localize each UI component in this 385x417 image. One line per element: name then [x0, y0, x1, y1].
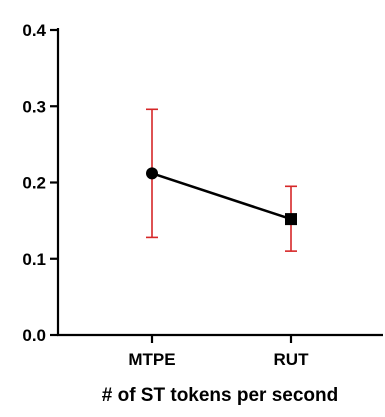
y-tick-label-0: 0.0	[22, 326, 46, 345]
x-axis-title: # of ST tokens per second	[102, 385, 339, 406]
y-tick-label-2: 0.2	[22, 174, 46, 193]
x-tick-label-1: RUT	[274, 350, 310, 369]
axes: 0.0 0.1 0.2 0.3 0.4 MTPE RUT	[22, 21, 383, 369]
y-tick-label-3: 0.3	[22, 97, 46, 116]
series-line-path	[151, 172, 292, 221]
axis-labels: # of ST tokens per second	[102, 385, 339, 406]
data-point-1	[285, 213, 297, 226]
error-bars	[146, 108, 297, 252]
series-markers	[146, 167, 297, 226]
series-line	[151, 172, 292, 221]
y-tick-label-1: 0.1	[22, 250, 46, 269]
y-tick-label-4: 0.4	[22, 21, 46, 40]
data-point-0	[146, 167, 158, 180]
x-tick-label-0: MTPE	[128, 350, 175, 369]
